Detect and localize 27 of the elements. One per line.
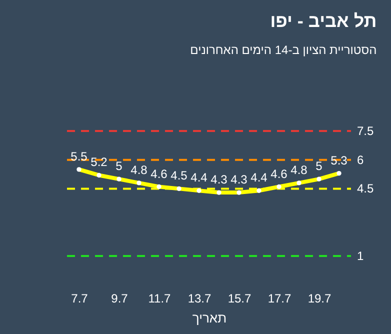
data-label: 5 <box>316 159 323 174</box>
x-tick-label: 9.7 <box>111 292 128 306</box>
x-tick-label: 13.7 <box>188 292 212 306</box>
x-tick-label: 7.7 <box>71 292 88 306</box>
data-label: 4.6 <box>270 166 288 181</box>
x-tick-label: 11.7 <box>148 292 172 306</box>
ref-line-label: 1 <box>357 249 364 263</box>
data-label: 4.8 <box>290 162 308 177</box>
data-label: 4.4 <box>250 170 268 185</box>
data-label: 4.8 <box>130 162 148 177</box>
data-label: 4.3 <box>210 172 228 187</box>
data-label: 4.6 <box>150 166 168 181</box>
data-label: 4.3 <box>230 172 248 187</box>
ref-line-label: 7.5 <box>357 124 374 138</box>
ref-line-label: 6 <box>357 152 364 167</box>
data-label: 4.4 <box>190 170 208 185</box>
data-label: 4.5 <box>170 168 188 183</box>
x-tick-label: 15.7 <box>228 292 252 306</box>
x-tick-label: 19.7 <box>308 292 332 306</box>
chart-title: תל אביב - יפו <box>270 11 377 31</box>
x-tick-label: 17.7 <box>268 292 292 306</box>
chart-subtitle: הסטוריית הציון ב-14 הימים האחרונים <box>190 43 377 57</box>
x-axis-title: תאריך <box>192 310 227 326</box>
ref-line-label: 4.5 <box>357 182 374 196</box>
data-label: 5.3 <box>330 153 348 168</box>
data-label: 5 <box>116 159 123 174</box>
data-label: 5.2 <box>90 155 108 170</box>
